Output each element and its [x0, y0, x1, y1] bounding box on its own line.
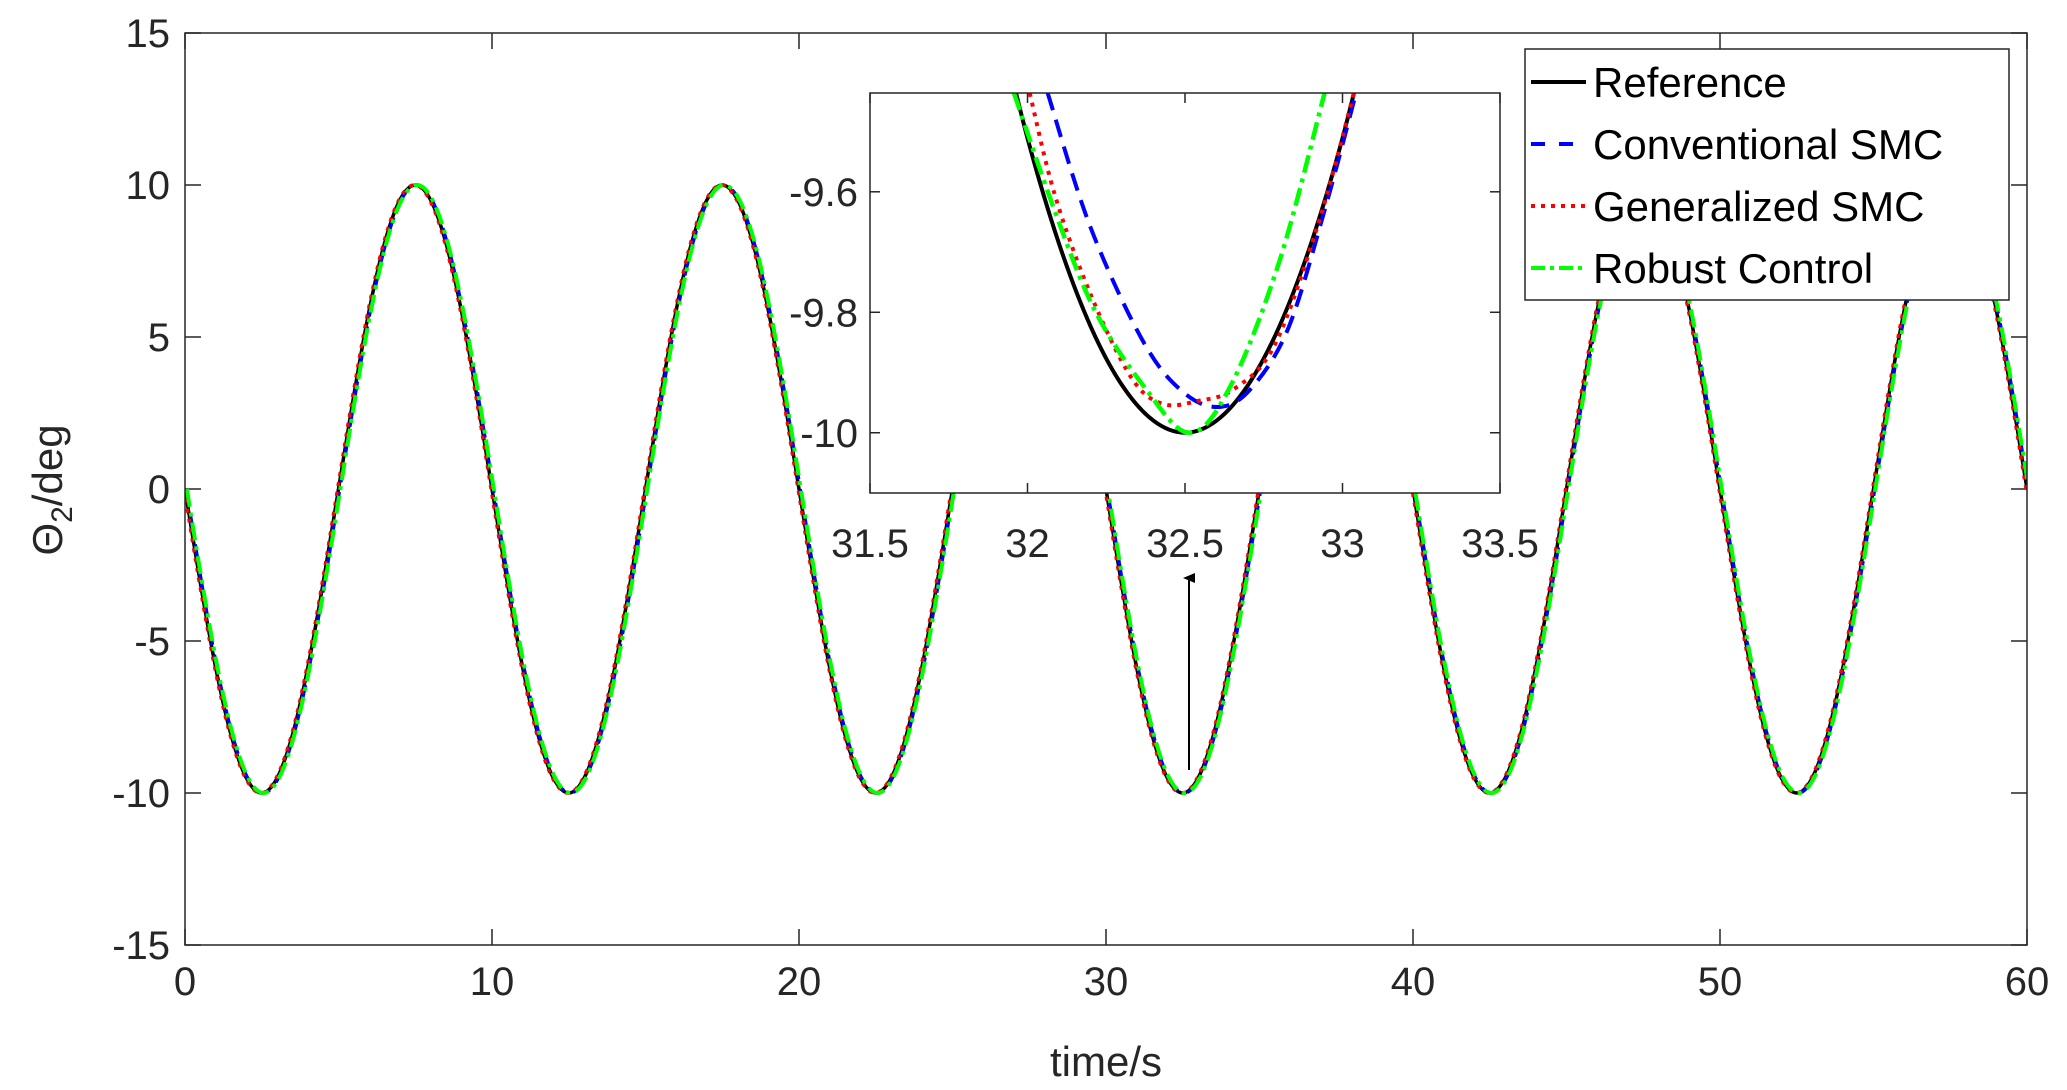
main-y-tick-label: 0 [148, 468, 170, 512]
main-axes-frame [184, 32, 2028, 946]
inset-series-lines [1011, 93, 1358, 436]
main-y-tick-label: 5 [148, 316, 170, 360]
inset-background [870, 93, 1500, 493]
inset-x-tick-label: 32.5 [1146, 522, 1224, 566]
legend-label: Generalized SMC [1593, 183, 1924, 230]
legend-label: Robust Control [1593, 245, 1873, 292]
main-y-tick-label: -10 [112, 772, 170, 816]
x-axis-label: time/s [1050, 1038, 1162, 1085]
inset-y-tick-label: -9.6 [789, 171, 858, 215]
inset-line-conventional-smc [1045, 93, 1358, 410]
main-x-tick-label: 10 [470, 960, 515, 1004]
main-y-tick-label: 15 [126, 12, 171, 56]
main-y-tick-label: -5 [134, 620, 170, 664]
legend-label: Reference [1593, 59, 1787, 106]
main-x-tick-label: 40 [1391, 960, 1436, 1004]
main-x-tick-label: 50 [1698, 960, 1743, 1004]
inset-line-generalized-smc [1027, 93, 1356, 408]
inset-x-tick-label: 33.5 [1461, 522, 1539, 566]
main-x-tick-label: 20 [777, 960, 822, 1004]
inset-y-tick-label: -10 [800, 412, 858, 456]
inset-x-tick-label: 31.5 [831, 522, 909, 566]
inset-x-tick-label: 32 [1005, 522, 1050, 566]
main-x-tick-label: 0 [174, 960, 196, 1004]
main-x-tick-label: 30 [1084, 960, 1129, 1004]
legend-box [1524, 48, 2010, 301]
inset-line-robust-control [1011, 93, 1327, 436]
legend: Reference Conventional SMC Generalized SMC… [1524, 48, 2010, 301]
y-axis-label: Θ2/deg [24, 424, 79, 555]
inset-zoom-plot: 31.5 32 32.5 33 33.5 -9.6 -9.8 -10 [789, 92, 1539, 566]
main-x-tick-label: 60 [2005, 960, 2050, 1004]
legend-label: Conventional SMC [1593, 121, 1943, 168]
inset-x-tick-label: 33 [1320, 522, 1365, 566]
inset-y-tick-label: -9.8 [789, 291, 858, 335]
main-y-tick-label: 10 [126, 164, 171, 208]
main-y-tick-label: -15 [112, 924, 170, 968]
inset-frame [869, 92, 1501, 494]
